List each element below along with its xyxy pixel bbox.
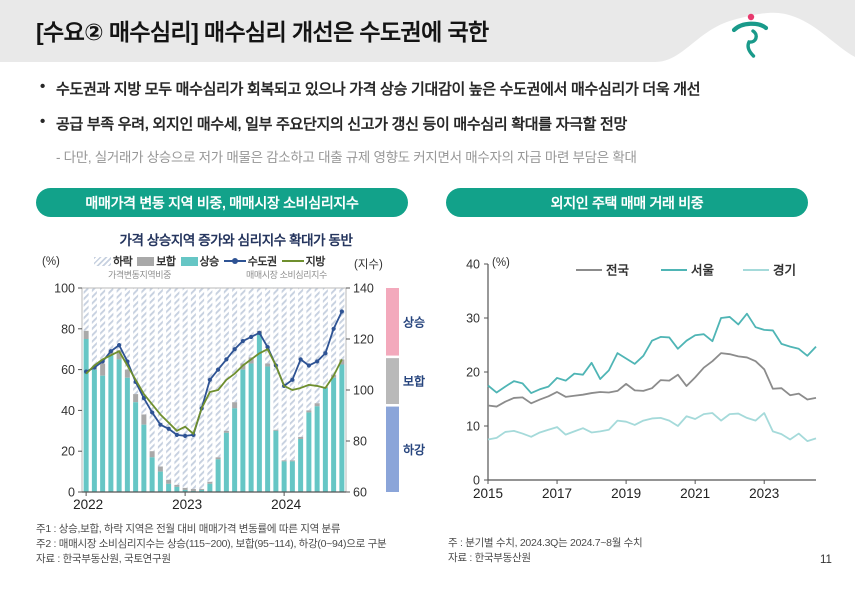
legend-item-provinces: 지방 xyxy=(281,253,325,269)
svg-text:80: 80 xyxy=(61,322,75,336)
header-bar: [수요② 매수심리] 매수심리 개선은 수도권에 국한 xyxy=(0,0,855,62)
blue-line-swatch-icon xyxy=(223,258,246,264)
svg-text:2024: 2024 xyxy=(271,497,302,512)
svg-text:20: 20 xyxy=(61,445,75,459)
svg-text:0: 0 xyxy=(473,474,480,488)
hatch-swatch-icon xyxy=(94,256,111,266)
bullet-text: 공급 부족 우려, 외지인 매수세, 일부 주요단지의 신고가 갱신 등이 매수… xyxy=(56,116,628,133)
left-chart-notes: 주1 : 상승,보합, 하락 지역은 전월 대비 매매가격 변동률에 따른 지역… xyxy=(36,522,387,567)
svg-text:2019: 2019 xyxy=(611,486,641,501)
svg-text:상승: 상승 xyxy=(403,314,425,329)
svg-text:120: 120 xyxy=(353,333,374,347)
svg-text:20: 20 xyxy=(466,366,480,380)
right-chart-notes: 주 : 분기별 수치, 2024.3Q는 2024.7~8월 수치 자료 : 한… xyxy=(448,536,643,566)
note-line: 주 : 분기별 수치, 2024.3Q는 2024.7~8월 수치 xyxy=(448,537,643,549)
bullet-list: • 수도권과 지방 모두 매수심리가 회복되고 있으나 가격 상승 기대감이 높… xyxy=(40,78,835,166)
section-pill-right: 외지인 주택 매매 거래 비중 xyxy=(446,188,808,217)
right-chart-axis-unit-label: (%) xyxy=(492,257,510,269)
agency-logo xyxy=(731,13,769,58)
svg-text:2022: 2022 xyxy=(73,497,103,512)
svg-text:2023: 2023 xyxy=(749,486,779,501)
svg-text:40: 40 xyxy=(466,258,480,272)
left-chart-svg: 0 20 40 60 80 100 60 80 100 120 140 2022 2023 2024 상승보… xyxy=(54,282,425,513)
note-line: 주1 : 상승,보합, 하락 지역은 전월 대비 매매가격 변동률에 따른 지역… xyxy=(36,523,341,535)
bullet-marker: • xyxy=(40,113,45,130)
gray-swatch-icon xyxy=(137,256,155,266)
note-line: 자료 : 한국부동산원 xyxy=(448,552,531,564)
svg-text:서울: 서울 xyxy=(691,263,715,278)
svg-text:2023: 2023 xyxy=(172,497,202,512)
teal-swatch-icon xyxy=(180,256,198,266)
svg-text:0: 0 xyxy=(68,486,75,500)
page-title: [수요② 매수심리] 매수심리 개선은 수도권에 국한 xyxy=(36,19,489,45)
svg-text:전국: 전국 xyxy=(606,263,630,278)
legend-item-capital: 수도권 xyxy=(223,253,277,269)
svg-text:하강: 하강 xyxy=(403,442,425,457)
legend-item-flat: 보합 xyxy=(137,253,176,269)
svg-text:2017: 2017 xyxy=(542,486,572,501)
left-chart: (%) (지수) 하락 보합 상승 수도권 지방 가격변동지역비중 매매시장 소… xyxy=(36,250,436,518)
bullet-text: 수도권과 지방 모두 매수심리가 회복되고 있으나 가격 상승 기대감이 높은 … xyxy=(56,81,701,98)
svg-text:40: 40 xyxy=(61,404,75,418)
svg-text:60: 60 xyxy=(353,486,367,500)
left-axis-unit-label: (%) xyxy=(42,256,60,268)
note-line: 주2 : 매매시장 소비심리지수는 상승(115~200), 보합(95~114… xyxy=(36,538,387,550)
svg-text:30: 30 xyxy=(466,312,480,326)
page-number: 11 xyxy=(820,554,832,566)
bullet-item: • 공급 부족 우려, 외지인 매수세, 일부 주요단지의 신고가 갱신 등이 … xyxy=(40,113,835,134)
left-chart-legend: 하락 보합 상승 수도권 지방 xyxy=(94,253,330,269)
bullet-marker: • xyxy=(40,78,45,95)
svg-text:100: 100 xyxy=(353,384,374,398)
logo-background-hill xyxy=(655,12,855,62)
sub-bullet-text: - 다만, 실거래가 상승으로 저가 매물은 감소하고 대출 규제 영향도 커지… xyxy=(56,150,637,165)
svg-text:2015: 2015 xyxy=(473,486,503,501)
svg-text:60: 60 xyxy=(61,363,75,377)
left-chart-subtitle: 가격 상승지역 증가와 심리지수 확대가 동반 xyxy=(119,233,353,248)
legend-line-group-label: 매매시장 소비심리지수 xyxy=(246,270,327,280)
right-axis-unit-label: (지수) xyxy=(354,259,383,271)
right-chart: (%) 0 10 20 30 40 2015 2017 2019 2021 2023 전국 서울 경기 xyxy=(448,252,828,504)
green-line-swatch-icon xyxy=(281,260,304,262)
svg-text:100: 100 xyxy=(54,282,75,296)
svg-text:10: 10 xyxy=(466,420,480,434)
section-pill-left: 매매가격 변동 지역 비중, 매매시장 소비심리지수 xyxy=(36,188,408,217)
note-line: 자료 : 한국부동산원, 국토연구원 xyxy=(36,553,171,565)
legend-item-fall: 하락 xyxy=(94,253,133,269)
right-chart-svg: 0 10 20 30 40 2015 2017 2019 2021 2023 전국 서울 경기 xyxy=(466,258,817,501)
svg-text:보합: 보합 xyxy=(403,374,425,389)
legend-item-rise: 상승 xyxy=(180,253,219,269)
svg-text:2021: 2021 xyxy=(680,486,710,501)
svg-text:경기: 경기 xyxy=(773,263,796,278)
svg-text:140: 140 xyxy=(353,282,374,296)
svg-text:80: 80 xyxy=(353,435,367,449)
bullet-item: • 수도권과 지방 모두 매수심리가 회복되고 있으나 가격 상승 기대감이 높… xyxy=(40,78,835,99)
legend-bar-group-label: 가격변동지역비중 xyxy=(108,270,172,280)
